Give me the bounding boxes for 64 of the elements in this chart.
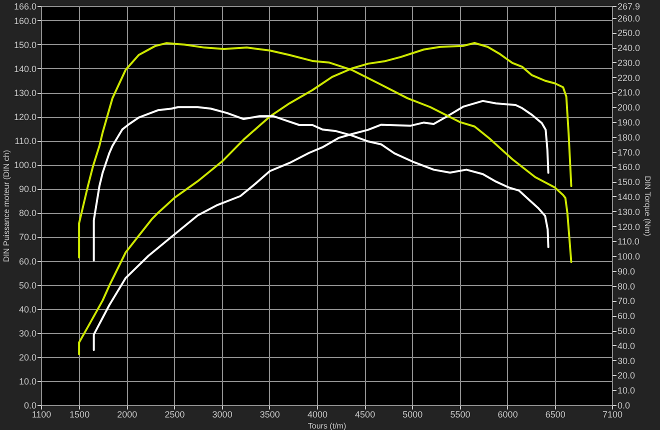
y2-tick-label: 240.0 [618,43,640,54]
y-tick-label: 140.0 [14,64,36,74]
x-tick-label: 5500 [450,410,470,420]
x-tick-label: 2000 [117,410,138,420]
y2-tick-label: 10.0 [618,386,636,396]
y2-tick-label: 190.0 [618,118,640,128]
x-tick-label: 1100 [32,410,52,420]
y2-tick-label: 120.0 [618,222,640,232]
y-tick-label: 20.0 [18,352,36,362]
y2-tick-label: 80.0 [618,281,636,292]
x-tick-label: 4500 [355,410,376,420]
y-tick-label: 80.0 [18,208,36,218]
y2-tick-label: 160.0 [618,162,640,172]
y-tick-label: 50.0 [18,280,36,290]
y2-tick-label: 220.0 [618,72,640,83]
y2-tick-label: 0.0 [618,400,630,410]
y2-tick-label: 170.0 [618,147,640,158]
y-tick-label: 40.0 [18,304,36,314]
y2-tick-label: 20.0 [618,370,636,381]
y-axis-title: DIN Puissance moteur (DIN ch) [2,150,11,262]
y2-tick-label: 60.0 [618,311,636,322]
y2-tick-label: 100.0 [618,252,640,262]
y2-tick-label: 150.0 [618,177,640,188]
x-tick-label: 7100 [602,410,623,420]
y-tick-label: 160.0 [14,16,36,26]
y-tick-label: 60.0 [18,256,36,266]
y-tick-label: 166.0 [14,2,36,12]
x-tick-label: 1500 [70,410,90,420]
y2-tick-label: 30.0 [618,356,636,366]
line-series [92,100,550,351]
y-tick-label: 0.0 [24,400,36,410]
x-tick-label: 6500 [545,410,566,420]
y-tick-label: 90.0 [18,184,36,194]
x-tick-label: 4000 [307,410,328,420]
y2-tick-label: 250.0 [618,28,640,38]
y2-tick-label: 90.0 [618,266,636,276]
y2-tick-label: 50.0 [618,326,636,336]
x-tick-label: 5000 [402,410,423,420]
y-tick-label: 150.0 [14,40,36,50]
y2-tick-label: 260.0 [618,13,640,24]
y2-tick-label: 200.0 [618,102,640,113]
y-tick-label: 110.0 [14,136,36,146]
y-tick-label: 120.0 [14,112,36,122]
y-tick-label: 70.0 [18,232,36,242]
y2-tick-label: 130.0 [618,206,640,217]
x-axis-title: Tours (t/m) [308,422,346,430]
x-tick-label: 3000 [212,410,232,420]
y2-tick-label: 140.0 [618,192,640,202]
y2-tick-label: 110.0 [618,236,640,247]
x-tick-label: 3500 [260,410,280,420]
y2-tick-label: 70.0 [618,296,636,306]
y2-tick-label: 40.0 [618,340,636,351]
line-series [78,42,572,356]
y-tick-label: 30.0 [18,328,36,338]
y-tick-label: 130.0 [14,88,36,98]
y-tick-label: 100.0 [14,160,36,170]
y2-tick-label: 230.0 [618,58,640,68]
y2-tick-label: 180.0 [618,132,640,142]
y2-tick-label: 210.0 [618,88,640,98]
y-tick-label: 10.0 [18,376,36,386]
y2-tick-label: 267.9 [618,2,640,12]
x-tick-label: 6000 [498,410,518,420]
x-tick-label: 2500 [164,410,185,420]
y2-axis-title: DIN Torque (Nm) [643,176,652,236]
